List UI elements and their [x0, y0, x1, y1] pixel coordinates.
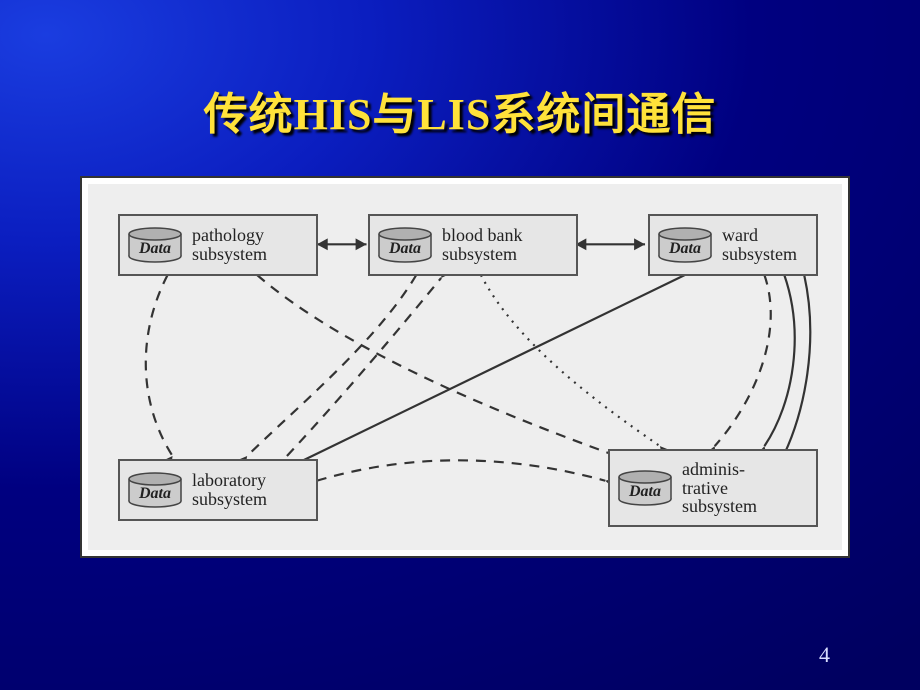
subsystem-label: blood banksubsystem	[442, 226, 523, 264]
data-cylinder-icon: Data	[126, 226, 184, 264]
subsystem-administrative: Data adminis-trativesubsystem	[608, 449, 818, 527]
subsystem-pathology: Data pathologysubsystem	[118, 214, 318, 276]
svg-text:Data: Data	[138, 485, 171, 502]
svg-text:Data: Data	[388, 240, 421, 257]
subsystem-label: pathologysubsystem	[192, 226, 267, 264]
subsystem-label: wardsubsystem	[722, 226, 797, 264]
diagram-frame: Data pathologysubsystem Data blood banks…	[80, 176, 850, 558]
data-cylinder-icon: Data	[126, 471, 184, 509]
page-title: 传统HIS与LIS系统间通信	[0, 78, 920, 142]
subsystem-laboratory: Data laboratorysubsystem	[118, 459, 318, 521]
data-cylinder-icon: Data	[656, 226, 714, 264]
svg-text:Data: Data	[138, 240, 171, 257]
page-number: 4	[819, 642, 830, 668]
svg-text:Data: Data	[668, 240, 701, 257]
data-cylinder-icon: Data	[376, 226, 434, 264]
subsystem-label: laboratorysubsystem	[192, 471, 267, 509]
diagram: Data pathologysubsystem Data blood banks…	[88, 184, 842, 550]
subsystem-bloodbank: Data blood banksubsystem	[368, 214, 578, 276]
subsystem-ward: Data wardsubsystem	[648, 214, 818, 276]
data-cylinder-icon: Data	[616, 469, 674, 507]
svg-text:Data: Data	[628, 483, 661, 500]
subsystem-label: adminis-trativesubsystem	[682, 460, 757, 517]
